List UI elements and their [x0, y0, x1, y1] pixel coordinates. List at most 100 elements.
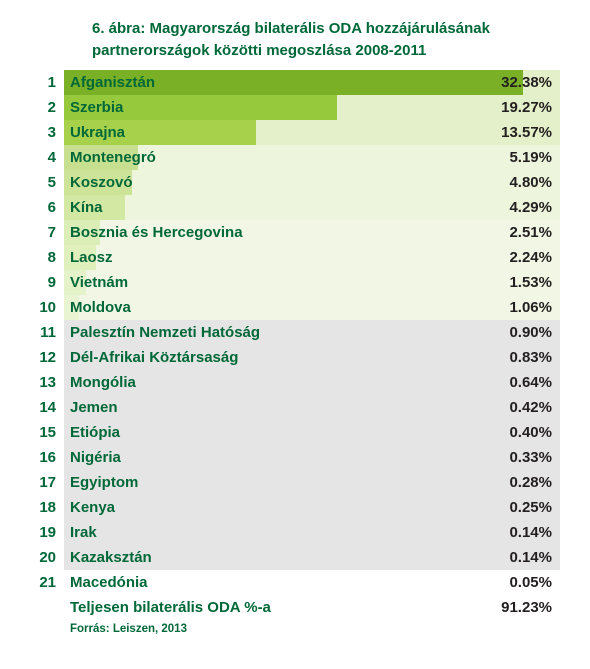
bar-cell: Montenegró5.19%	[64, 145, 560, 170]
bar-cell: Szerbia19.27%	[64, 95, 560, 120]
percent-value: 0.83%	[509, 345, 552, 370]
country-name: Ukrajna	[70, 120, 125, 145]
percent-value: 0.90%	[509, 320, 552, 345]
rank-cell: 9	[30, 270, 64, 295]
table-row: 17Egyiptom0.28%	[30, 470, 560, 495]
chart-container: 6. ábra: Magyarország bilaterális ODA ho…	[0, 0, 590, 655]
bar-cell: Dél-Afrikai Köztársaság 0.83%	[64, 345, 560, 370]
rank-cell: 15	[30, 420, 64, 445]
bar-fill	[64, 520, 66, 545]
rank-cell: 7	[30, 220, 64, 245]
percent-value: 0.64%	[509, 370, 552, 395]
country-name: Kenya	[70, 495, 115, 520]
bar-background	[64, 270, 560, 295]
source-text: Forrás: Leiszen, 2013	[70, 623, 560, 635]
percent-value: 0.25%	[509, 495, 552, 520]
bar-fill	[64, 570, 65, 595]
table-row: 18Kenya 0.25%	[30, 495, 560, 520]
country-name: Laosz	[70, 245, 113, 270]
rank-cell: 19	[30, 520, 64, 545]
country-name: Szerbia	[70, 95, 123, 120]
bar-background	[64, 420, 560, 445]
bar-cell: Kazaksztán 0.14%	[64, 545, 560, 570]
rank-cell: 14	[30, 395, 64, 420]
table-row: 20Kazaksztán 0.14%	[30, 545, 560, 570]
table-row: 16Nigéria0.33%	[30, 445, 560, 470]
bar-background	[64, 495, 560, 520]
country-name: Jemen	[70, 395, 118, 420]
table-row: 9Vietnám1.53%	[30, 270, 560, 295]
rank-cell: 18	[30, 495, 64, 520]
rank-cell: 1	[30, 70, 64, 95]
bar-cell: Bosznia és Hercegovina 2.51%	[64, 220, 560, 245]
rank-cell: 20	[30, 545, 64, 570]
bar-cell: Mongólia 0.64%	[64, 370, 560, 395]
country-name: Etiópia	[70, 420, 120, 445]
bar-cell: Egyiptom0.28%	[64, 470, 560, 495]
rank-cell: 5	[30, 170, 64, 195]
bar-cell: Macedónia 0.05%	[64, 570, 560, 595]
table-row: 15Etiópia0.40%	[30, 420, 560, 445]
table-row: 14Jemen 0.42%	[30, 395, 560, 420]
bar-background	[64, 295, 560, 320]
country-name: Mongólia	[70, 370, 136, 395]
table-row: 10Moldova1.06%	[30, 295, 560, 320]
table-row: 13Mongólia 0.64%	[30, 370, 560, 395]
table-row: 12Dél-Afrikai Köztársaság 0.83%	[30, 345, 560, 370]
table-row: 21Macedónia 0.05%	[30, 570, 560, 595]
total-row: Teljesen bilaterális ODA %-a 91.23%	[30, 595, 560, 621]
table-row: 1Afganisztán 32.38%	[30, 70, 560, 95]
percent-value: 5.19%	[509, 145, 552, 170]
percent-value: 0.42%	[509, 395, 552, 420]
bar-fill	[64, 495, 68, 520]
country-name: Palesztín Nemzeti Hatóság	[70, 320, 260, 345]
percent-value: 0.14%	[509, 520, 552, 545]
bar-cell: Vietnám1.53%	[64, 270, 560, 295]
rank-cell: 17	[30, 470, 64, 495]
country-name: Bosznia és Hercegovina	[70, 220, 243, 245]
total-label: Teljesen bilaterális ODA %-a	[70, 595, 501, 621]
table-row: 6Kína4.29%	[30, 195, 560, 220]
bar-background	[64, 195, 560, 220]
percent-value: 0.05%	[509, 570, 552, 595]
bar-fill	[64, 470, 68, 495]
percent-value: 1.06%	[509, 295, 552, 320]
bar-cell: Laosz 2.24%	[64, 245, 560, 270]
rank-cell: 8	[30, 245, 64, 270]
percent-value: 2.24%	[509, 245, 552, 270]
percent-value: 13.57%	[501, 120, 552, 145]
percent-value: 0.14%	[509, 545, 552, 570]
total-value: 91.23%	[501, 595, 560, 621]
bar-cell: Jemen 0.42%	[64, 395, 560, 420]
bar-fill	[64, 445, 69, 470]
rank-cell: 6	[30, 195, 64, 220]
bar-cell: Ukrajna 13.57%	[64, 120, 560, 145]
country-name: Kazaksztán	[70, 545, 152, 570]
country-name: Egyiptom	[70, 470, 138, 495]
country-name: Macedónia	[70, 570, 148, 595]
bar-cell: Irak0.14%	[64, 520, 560, 545]
percent-value: 1.53%	[509, 270, 552, 295]
bar-fill	[64, 545, 66, 570]
country-name: Dél-Afrikai Köztársaság	[70, 345, 238, 370]
rank-cell: 3	[30, 120, 64, 145]
table-row: 11Palesztín Nemzeti Hatóság0.90%	[30, 320, 560, 345]
rank-cell: 10	[30, 295, 64, 320]
country-name: Kína	[70, 195, 103, 220]
country-name: Afganisztán	[70, 70, 155, 95]
bar-cell: Etiópia0.40%	[64, 420, 560, 445]
bar-background	[64, 445, 560, 470]
rank-cell: 16	[30, 445, 64, 470]
rank-cell: 12	[30, 345, 64, 370]
chart-title: 6. ábra: Magyarország bilaterális ODA ho…	[92, 18, 492, 62]
bar-background	[64, 170, 560, 195]
bar-cell: Palesztín Nemzeti Hatóság 0.90%	[64, 320, 560, 345]
percent-value: 4.80%	[509, 170, 552, 195]
percent-value: 2.51%	[509, 220, 552, 245]
percent-value: 32.38%	[501, 70, 552, 95]
table-row: 19Irak0.14%	[30, 520, 560, 545]
rank-cell: 13	[30, 370, 64, 395]
table-row: 5Koszovó4.80%	[30, 170, 560, 195]
rank-cell: 21	[30, 570, 64, 595]
bar-background	[64, 395, 560, 420]
